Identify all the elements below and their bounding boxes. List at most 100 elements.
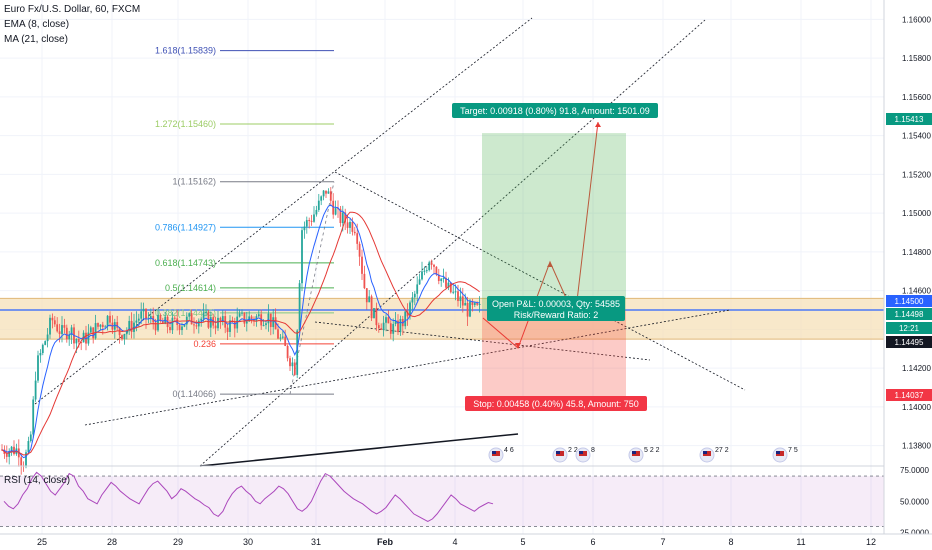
loss-zone[interactable] bbox=[482, 310, 626, 400]
candle-body[interactable] bbox=[149, 316, 152, 319]
ema-line[interactable] bbox=[1, 204, 480, 459]
candle-body[interactable] bbox=[113, 322, 116, 330]
candle-body[interactable] bbox=[394, 320, 397, 324]
economic-event-flag-icon[interactable]: 5 2 2 bbox=[628, 447, 660, 463]
candle-body[interactable] bbox=[440, 278, 443, 282]
candle-body[interactable] bbox=[226, 327, 229, 332]
candle-body[interactable] bbox=[145, 308, 147, 320]
candle-body[interactable] bbox=[317, 200, 320, 210]
candle-body[interactable] bbox=[140, 311, 143, 319]
candle-body[interactable] bbox=[452, 291, 455, 293]
candle-body[interactable] bbox=[313, 214, 315, 222]
candle-body[interactable] bbox=[423, 270, 426, 272]
candle-body[interactable] bbox=[231, 320, 234, 322]
candle-body[interactable] bbox=[454, 291, 457, 293]
candle-body[interactable] bbox=[154, 322, 157, 331]
price-badge[interactable] bbox=[886, 389, 932, 401]
candle-body[interactable] bbox=[221, 316, 224, 323]
price-badge[interactable] bbox=[886, 336, 932, 348]
economic-event-flag-icon[interactable]: 2 2 bbox=[552, 447, 578, 463]
candle-body[interactable] bbox=[337, 208, 339, 210]
candle-body[interactable] bbox=[370, 296, 373, 319]
ema-legend[interactable]: EMA (8, close) bbox=[4, 19, 70, 30]
candle-body[interactable] bbox=[356, 233, 359, 244]
candle-body[interactable] bbox=[433, 264, 435, 267]
candle-body[interactable] bbox=[409, 302, 411, 317]
candle-body[interactable] bbox=[387, 317, 390, 324]
candle-body[interactable] bbox=[37, 355, 39, 381]
candle-body[interactable] bbox=[5, 453, 8, 457]
candle-body[interactable] bbox=[375, 308, 378, 326]
candle-body[interactable] bbox=[157, 315, 159, 331]
candle-body[interactable] bbox=[406, 311, 409, 317]
candle-body[interactable] bbox=[257, 314, 260, 317]
candle-body[interactable] bbox=[301, 230, 303, 284]
candle-body[interactable] bbox=[305, 220, 308, 227]
candle-body[interactable] bbox=[361, 256, 363, 274]
candle-body[interactable] bbox=[476, 302, 479, 305]
candle-body[interactable] bbox=[425, 270, 428, 272]
candle-body[interactable] bbox=[29, 434, 32, 442]
candle-body[interactable] bbox=[437, 274, 440, 282]
candle-body[interactable] bbox=[291, 362, 294, 367]
candle-body[interactable] bbox=[135, 320, 138, 323]
candle-body[interactable] bbox=[68, 334, 71, 340]
candle-body[interactable] bbox=[49, 317, 51, 335]
candle-body[interactable] bbox=[466, 303, 469, 317]
candle-body[interactable] bbox=[190, 313, 193, 325]
candle-body[interactable] bbox=[89, 327, 92, 333]
candle-body[interactable] bbox=[70, 327, 73, 335]
candle-body[interactable] bbox=[109, 315, 111, 323]
candle-body[interactable] bbox=[142, 308, 145, 312]
candle-body[interactable] bbox=[272, 317, 275, 328]
candle-body[interactable] bbox=[315, 209, 318, 215]
candle-body[interactable] bbox=[171, 317, 174, 331]
candle-body[interactable] bbox=[380, 328, 383, 330]
trendline[interactable] bbox=[199, 19, 706, 467]
candle-body[interactable] bbox=[385, 317, 387, 323]
candle-body[interactable] bbox=[250, 316, 253, 319]
candle-body[interactable] bbox=[87, 332, 90, 344]
candle-body[interactable] bbox=[178, 324, 181, 331]
candle-body[interactable] bbox=[308, 220, 311, 222]
candle-body[interactable] bbox=[279, 337, 282, 339]
candle-body[interactable] bbox=[351, 221, 354, 232]
candle-body[interactable] bbox=[41, 344, 44, 354]
price-badge[interactable] bbox=[886, 113, 932, 125]
candle-body[interactable] bbox=[461, 296, 464, 306]
candle-body[interactable] bbox=[341, 212, 344, 224]
candle-body[interactable] bbox=[104, 326, 107, 328]
candle-body[interactable] bbox=[373, 308, 375, 319]
candle-body[interactable] bbox=[75, 339, 78, 344]
candle-body[interactable] bbox=[188, 313, 191, 317]
candle-body[interactable] bbox=[51, 317, 54, 321]
candle-body[interactable] bbox=[418, 279, 421, 285]
candle-body[interactable] bbox=[128, 320, 131, 331]
candle-body[interactable] bbox=[449, 282, 452, 293]
support-zone[interactable] bbox=[0, 298, 884, 340]
candle-body[interactable] bbox=[298, 283, 301, 331]
candle-body[interactable] bbox=[173, 317, 176, 319]
candle-body[interactable] bbox=[65, 327, 68, 340]
candle-body[interactable] bbox=[133, 322, 135, 332]
economic-event-flag-icon[interactable]: 27 2 bbox=[699, 447, 729, 463]
candle-body[interactable] bbox=[20, 457, 23, 466]
candle-body[interactable] bbox=[61, 325, 63, 334]
candle-body[interactable] bbox=[377, 325, 380, 329]
candle-body[interactable] bbox=[44, 341, 47, 345]
candle-body[interactable] bbox=[159, 315, 162, 321]
candle-body[interactable] bbox=[229, 320, 231, 332]
candle-body[interactable] bbox=[416, 284, 419, 294]
price-badge[interactable] bbox=[886, 295, 932, 307]
candle-body[interactable] bbox=[464, 303, 467, 306]
candle-body[interactable] bbox=[238, 313, 241, 317]
candle-body[interactable] bbox=[368, 296, 371, 303]
candle-body[interactable] bbox=[349, 221, 351, 228]
candle-body[interactable] bbox=[286, 345, 289, 359]
candle-body[interactable] bbox=[77, 339, 80, 343]
candle-body[interactable] bbox=[200, 318, 203, 321]
candle-body[interactable] bbox=[125, 330, 128, 335]
candle-body[interactable] bbox=[435, 266, 438, 275]
economic-event-flag-icon[interactable]: 8 bbox=[575, 447, 595, 463]
candle-body[interactable] bbox=[267, 313, 270, 324]
